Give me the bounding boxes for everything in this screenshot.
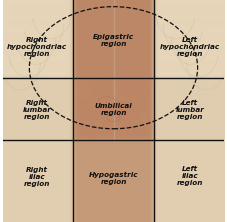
Text: Left
hypochondriac
region: Left hypochondriac region — [160, 37, 220, 57]
Text: Right
hypochondriac
region: Right hypochondriac region — [7, 37, 67, 57]
Text: Left
iliac
region: Left iliac region — [177, 166, 203, 186]
Text: Right
lumbar
region: Right lumbar region — [23, 100, 52, 120]
Text: Epigastric
region: Epigastric region — [93, 33, 134, 47]
Text: Hypogastric
region: Hypogastric region — [89, 172, 138, 185]
Text: Umbilical
region: Umbilical region — [95, 103, 132, 116]
Text: Right
iliac
region: Right iliac region — [24, 166, 50, 186]
Text: Left
lumbar
region: Left lumbar region — [175, 100, 204, 120]
